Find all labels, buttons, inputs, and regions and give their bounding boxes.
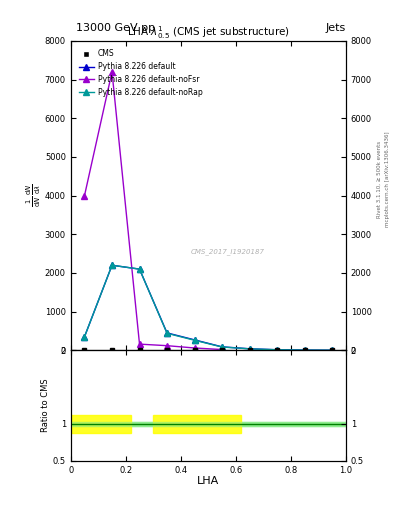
Text: CMS_2017_I1920187: CMS_2017_I1920187 [191, 248, 264, 254]
Text: Rivet 3.1.10, ≥ 500k events: Rivet 3.1.10, ≥ 500k events [377, 141, 382, 218]
Pythia 8.226 default-noRap [82, 334, 87, 340]
Text: mcplots.cern.ch [arXiv:1306.3436]: mcplots.cern.ch [arXiv:1306.3436] [385, 132, 389, 227]
Pythia 8.226 default-noFsr [165, 343, 169, 349]
CMS [275, 347, 279, 353]
Pythia 8.226 default-noFsr [110, 69, 114, 75]
Pythia 8.226 default-noFsr [82, 193, 87, 199]
Bar [71, 415, 131, 433]
Pythia 8.226 default [192, 337, 197, 343]
Y-axis label: Ratio to CMS: Ratio to CMS [41, 379, 50, 432]
Pythia 8.226 default [82, 334, 87, 340]
Pythia 8.226 default [165, 330, 169, 336]
CMS [192, 347, 197, 353]
Pythia 8.226 default [110, 262, 114, 268]
Pythia 8.226 default-noRap [220, 344, 224, 350]
Pythia 8.226 default-noRap [275, 347, 279, 353]
Pythia 8.226 default [302, 347, 307, 353]
CMS [330, 347, 334, 353]
CMS [247, 347, 252, 353]
Pythia 8.226 default [330, 347, 334, 353]
Title: LHA $\lambda^{1}_{0.5}$ (CMS jet substructure): LHA $\lambda^{1}_{0.5}$ (CMS jet substru… [127, 24, 290, 41]
Pythia 8.226 default [220, 344, 224, 350]
CMS [165, 347, 169, 353]
Pythia 8.226 default-noFsr [192, 345, 197, 351]
Bar [153, 415, 241, 433]
CMS [110, 347, 114, 353]
Pythia 8.226 default-noFsr [220, 347, 224, 353]
Line: CMS: CMS [82, 348, 334, 353]
X-axis label: LHA: LHA [197, 476, 219, 486]
Bar [71, 422, 346, 426]
Legend: CMS, Pythia 8.226 default, Pythia 8.226 default-noFsr, Pythia 8.226 default-noRa: CMS, Pythia 8.226 default, Pythia 8.226 … [77, 48, 204, 98]
Bar [71, 422, 346, 426]
Pythia 8.226 default-noRap [192, 337, 197, 344]
Pythia 8.226 default-noRap [137, 266, 142, 272]
Pythia 8.226 default-noRap [247, 346, 252, 352]
Pythia 8.226 default-noRap [302, 347, 307, 353]
Text: Jets: Jets [325, 23, 346, 33]
CMS [220, 347, 224, 353]
Pythia 8.226 default [247, 346, 252, 352]
Pythia 8.226 default-noRap [165, 330, 169, 336]
CMS [302, 347, 307, 353]
Line: Pythia 8.226 default: Pythia 8.226 default [82, 263, 335, 353]
CMS [137, 347, 142, 353]
Text: 13000 GeV pp: 13000 GeV pp [76, 23, 155, 33]
Y-axis label: $\frac{1}{\mathrm{d}N}\,\frac{\mathrm{d}N}{\mathrm{d}\lambda}$: $\frac{1}{\mathrm{d}N}\,\frac{\mathrm{d}… [25, 184, 43, 207]
CMS [82, 347, 87, 353]
Pythia 8.226 default-noRap [110, 262, 114, 268]
Pythia 8.226 default [275, 347, 279, 353]
Pythia 8.226 default-noFsr [137, 341, 142, 347]
Line: Pythia 8.226 default-noRap: Pythia 8.226 default-noRap [82, 263, 335, 353]
Line: Pythia 8.226 default-noFsr: Pythia 8.226 default-noFsr [82, 69, 225, 352]
Pythia 8.226 default [137, 266, 142, 272]
Pythia 8.226 default-noRap [330, 347, 334, 353]
